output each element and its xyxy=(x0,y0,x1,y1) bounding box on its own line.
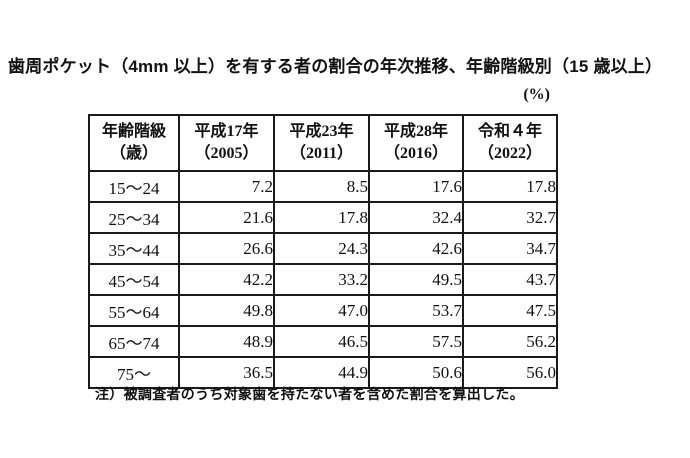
header-year-era: 平成23年 xyxy=(289,123,354,141)
value-cell: 32.7 xyxy=(462,201,558,234)
table-row: 65〜74 48.9 46.5 57.5 56.2 xyxy=(88,325,558,358)
table-row: 25〜34 21.6 17.8 32.4 32.7 xyxy=(88,201,558,234)
age-cell: 55〜64 xyxy=(88,294,180,327)
table-row: 75〜 36.5 44.9 50.6 56.0 xyxy=(88,356,558,389)
header-year-era: 令和４年 xyxy=(477,123,542,141)
table-footnote: 注）被調査者のうち対象歯を持たない者を含めた割合を算出した。 xyxy=(95,386,524,402)
age-cell: 45〜54 xyxy=(88,263,180,296)
value-cell: 49.5 xyxy=(368,263,464,296)
value-cell: 42.6 xyxy=(368,232,464,265)
value-cell: 53.7 xyxy=(368,294,464,327)
value-cell: 49.8 xyxy=(178,294,275,327)
age-cell: 25〜34 xyxy=(88,201,180,234)
header-year-2016: 平成28年 （2016） xyxy=(368,114,464,172)
value-cell: 24.3 xyxy=(273,232,370,265)
header-year-paren: （2016） xyxy=(383,145,448,162)
value-cell: 44.9 xyxy=(273,356,370,389)
value-cell: 17.6 xyxy=(368,170,464,203)
header-year-paren: （2022） xyxy=(477,145,542,162)
table-row: 15〜24 7.2 8.5 17.6 17.8 xyxy=(88,170,558,203)
header-age-line2: （歳） xyxy=(109,145,158,162)
header-age-group: 年齢階級 （歳） xyxy=(88,114,180,172)
header-year-2005: 平成17年 （2005） xyxy=(178,114,275,172)
page-title: 歯周ポケット（4mm 以上）を有する者の割合の年次推移、年齢階級別（15 歳以上… xyxy=(8,57,663,76)
value-cell: 7.2 xyxy=(178,170,275,203)
value-cell: 26.6 xyxy=(178,232,275,265)
header-year-2022: 令和４年 （2022） xyxy=(462,114,558,172)
header-year-era: 平成17年 xyxy=(194,123,259,141)
value-cell: 36.5 xyxy=(178,356,275,389)
header-year-paren: （2005） xyxy=(194,145,259,162)
header-year-2011: 平成23年 （2011） xyxy=(273,114,370,172)
value-cell: 43.7 xyxy=(462,263,558,296)
table-row: 45〜54 42.2 33.2 49.5 43.7 xyxy=(88,263,558,296)
statistics-table: 年齢階級 （歳） 平成17年 （2005） 平成23年 （2011） 平成28年… xyxy=(88,114,558,389)
value-cell: 50.6 xyxy=(368,356,464,389)
value-cell: 32.4 xyxy=(368,201,464,234)
value-cell: 56.2 xyxy=(462,325,558,358)
value-cell: 42.2 xyxy=(178,263,275,296)
header-year-era: 平成28年 xyxy=(383,123,448,141)
header-year-paren: （2011） xyxy=(289,145,354,162)
value-cell: 46.5 xyxy=(273,325,370,358)
header-age-line1: 年齢階級 xyxy=(101,123,166,141)
table-header-row: 年齢階級 （歳） 平成17年 （2005） 平成23年 （2011） 平成28年… xyxy=(88,114,558,172)
table-row: 35〜44 26.6 24.3 42.6 34.7 xyxy=(88,232,558,265)
value-cell: 8.5 xyxy=(273,170,370,203)
value-cell: 48.9 xyxy=(178,325,275,358)
age-cell: 65〜74 xyxy=(88,325,180,358)
value-cell: 17.8 xyxy=(462,170,558,203)
value-cell: 33.2 xyxy=(273,263,370,296)
age-cell: 75〜 xyxy=(88,356,180,389)
value-cell: 17.8 xyxy=(273,201,370,234)
unit-percent-label: (%) xyxy=(523,86,550,103)
value-cell: 56.0 xyxy=(462,356,558,389)
value-cell: 57.5 xyxy=(368,325,464,358)
value-cell: 47.5 xyxy=(462,294,558,327)
table-row: 55〜64 49.8 47.0 53.7 47.5 xyxy=(88,294,558,327)
age-cell: 15〜24 xyxy=(88,170,180,203)
value-cell: 21.6 xyxy=(178,201,275,234)
value-cell: 34.7 xyxy=(462,232,558,265)
age-cell: 35〜44 xyxy=(88,232,180,265)
value-cell: 47.0 xyxy=(273,294,370,327)
